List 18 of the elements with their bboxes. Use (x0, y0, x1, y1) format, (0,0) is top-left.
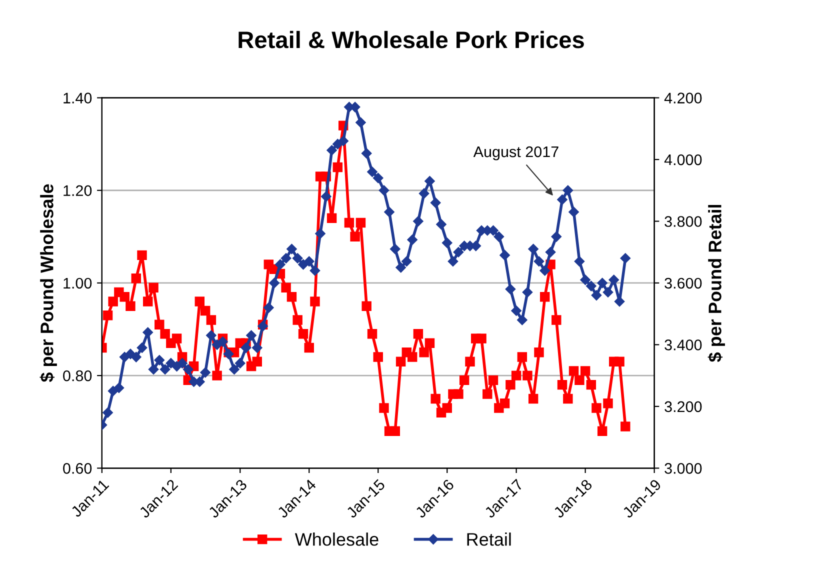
legend-label: Retail (467, 532, 511, 546)
y2-tick-label: 3.600 (664, 278, 702, 289)
y-tick-label: 0.80 (63, 370, 92, 382)
y2-tick-label: 3.000 (664, 463, 702, 474)
annotation: August 2017 (473, 146, 558, 160)
chart-title: Retail & Wholesale Pork Prices (238, 30, 584, 48)
y2-tick-label: 4.200 (664, 92, 702, 104)
legend-label: Wholesale (294, 532, 378, 546)
y2-tick-label: 4.000 (664, 154, 702, 166)
y-axis-title: $ per Pound Wholesale (40, 184, 57, 382)
y-tick-label: 1.40 (64, 92, 92, 104)
y2-tick-label: 3.800 (664, 216, 702, 227)
y2-axis-title: $ per Pound Retail (708, 204, 725, 362)
y-tick-label: 1.00 (64, 278, 92, 289)
y2-tick-label: 3.200 (664, 401, 702, 412)
y2-tick-label: 3.400 (664, 340, 702, 350)
y-tick-label: 0.60 (63, 463, 92, 474)
y-tick-label: 1.20 (64, 185, 92, 196)
